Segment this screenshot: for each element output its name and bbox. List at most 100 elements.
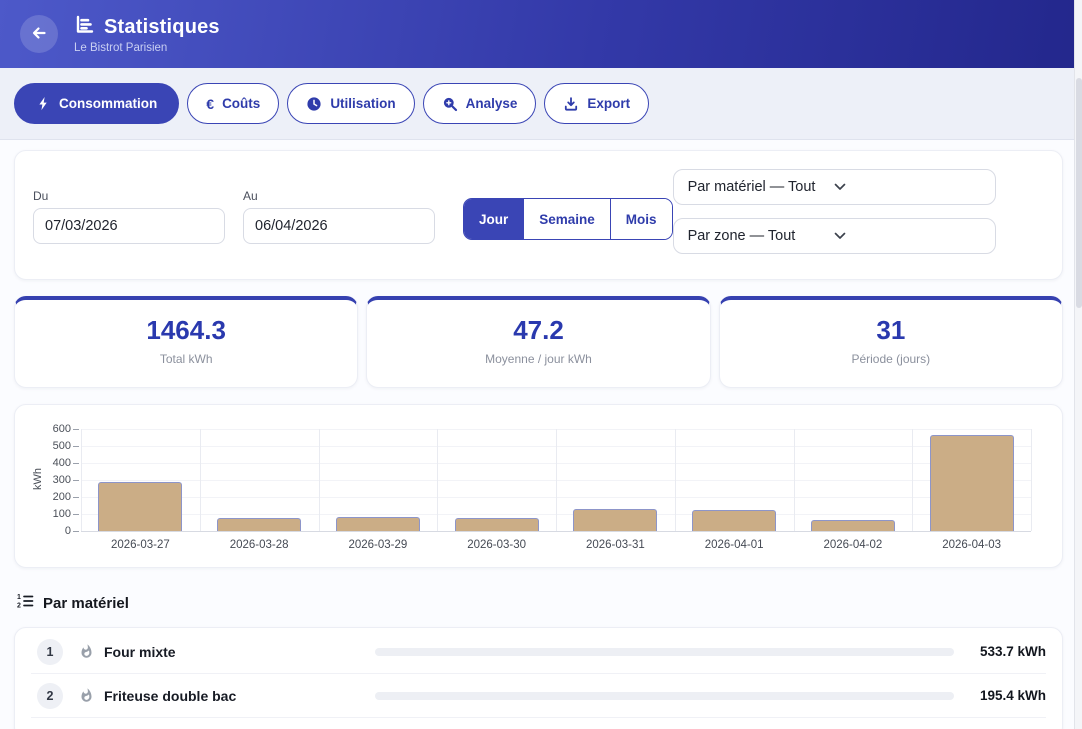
- equipment-kwh-value: 533.7 kWh: [979, 644, 1046, 659]
- page-title: Statistiques: [104, 15, 220, 38]
- arrow-left-icon: [30, 24, 48, 45]
- gridline-h: [81, 531, 1031, 532]
- y-tick-label: 300: [52, 474, 71, 486]
- date-to-label: Au: [243, 189, 258, 203]
- x-tick-label: 2026-03-31: [585, 539, 645, 551]
- tab-utilisation[interactable]: Utilisation: [287, 83, 415, 124]
- equipment-info: 2 Friteuse double bac: [31, 682, 375, 709]
- stat-label: Moyenne / jour kWh: [485, 352, 592, 366]
- granularity-toggle: Jour Semaine Mois: [463, 198, 673, 240]
- y-tick-mark: [73, 497, 79, 498]
- equipment-info: 1 Four mixte: [31, 638, 375, 665]
- x-tick-label: 2026-03-28: [229, 539, 289, 551]
- tab-analyse[interactable]: Analyse: [422, 83, 537, 124]
- gridline-v: [437, 429, 439, 531]
- progress-track: [375, 691, 954, 700]
- y-tick-mark: [73, 446, 79, 447]
- bar[interactable]: [217, 518, 302, 531]
- x-tick-label: 2026-03-29: [348, 539, 408, 551]
- tab-label: Export: [587, 96, 631, 111]
- zone-filter-value: Par zone — Tout: [687, 228, 796, 244]
- x-tick-label: 2026-04-03: [942, 539, 1002, 551]
- flame-icon: [79, 644, 94, 659]
- tab-consommation[interactable]: Consommation: [14, 83, 180, 124]
- y-tick-label: 0: [64, 525, 71, 537]
- list-item[interactable]: 1 Four mixte 533.7 kWh: [31, 630, 1046, 674]
- clock-icon: [306, 96, 322, 112]
- bar[interactable]: [98, 481, 183, 531]
- gridline-v: [318, 429, 320, 531]
- x-tick-label: 2026-04-02: [823, 539, 883, 551]
- stat-label: Période (jours): [851, 352, 931, 366]
- stat-label: Total kWh: [159, 352, 213, 366]
- equipment-kwh-value: 195.4 kWh: [979, 688, 1046, 703]
- gridline-v: [674, 429, 676, 531]
- date-from-label: Du: [33, 189, 49, 203]
- material-filter-select[interactable]: Par matériel — Tout: [672, 169, 996, 205]
- gridline-v: [556, 429, 557, 531]
- rank-badge: 2: [37, 682, 63, 709]
- bar[interactable]: [692, 509, 777, 531]
- stat-value: 47.2: [513, 315, 564, 345]
- x-tick-label: 2026-04-01: [704, 539, 764, 551]
- back-button[interactable]: [20, 15, 58, 53]
- granularity-mois[interactable]: Mois: [609, 199, 672, 239]
- granularity-jour[interactable]: Jour: [464, 199, 524, 239]
- y-tick-label: 400: [52, 457, 71, 469]
- x-tick-label: 2026-03-30: [467, 539, 527, 551]
- consumption-chart: 0 100 200 300 400 500 600 2026-03-27 2026-03-28 2…: [14, 404, 1063, 568]
- tab-coûts[interactable]: € Coûts: [187, 83, 280, 124]
- tab-label: Consommation: [59, 96, 158, 111]
- material-filter-value: Par matériel — Tout: [687, 179, 816, 195]
- bar[interactable]: [929, 434, 1014, 531]
- bar-chart-icon: [74, 14, 95, 40]
- y-tick-mark: [73, 531, 79, 532]
- bar[interactable]: [335, 517, 420, 531]
- bar[interactable]: [810, 519, 895, 531]
- zone-filter-select[interactable]: Par zone — Tout: [672, 218, 996, 254]
- y-tick-label: 600: [52, 423, 71, 435]
- gridline-v: [793, 429, 795, 531]
- chevron-down-icon: [834, 228, 981, 244]
- tab-label: Coûts: [222, 96, 261, 111]
- stat-card: 1464.3 Total kWh: [14, 296, 359, 388]
- x-tick-label: 2026-03-27: [110, 539, 170, 551]
- y-tick-label: 100: [52, 508, 71, 520]
- restaurant-name: Le Bistrot Parisien: [74, 42, 168, 54]
- y-tick-mark: [73, 463, 79, 464]
- scrollbar[interactable]: [1074, 0, 1082, 729]
- stat-card: 47.2 Moyenne / jour kWh: [366, 296, 711, 388]
- date-to-input[interactable]: [243, 208, 435, 244]
- svg-text:2: 2: [17, 602, 21, 609]
- y-tick-mark: [73, 480, 79, 481]
- svg-text:1: 1: [17, 594, 21, 601]
- y-tick-mark: [73, 429, 79, 430]
- stats-row: 1464.3 Total kWh 47.2 Moyenne / jour kWh 31 P…: [14, 296, 1063, 388]
- bar[interactable]: [454, 518, 539, 531]
- list-item[interactable]: 2 Friteuse double bac 195.4 kWh: [31, 674, 1046, 718]
- scrollbar-thumb[interactable]: [1076, 78, 1082, 308]
- equipment-name: Four mixte: [104, 643, 176, 660]
- tab-export[interactable]: Export: [544, 83, 650, 124]
- rank-badge: 1: [37, 638, 63, 665]
- tab-label: Utilisation: [330, 96, 396, 111]
- stat-value: 31: [876, 315, 906, 345]
- y-tick-label: 500: [52, 440, 71, 452]
- chevron-down-icon: [834, 179, 981, 195]
- gridline-v: [199, 429, 201, 531]
- bar[interactable]: [573, 508, 658, 531]
- app-header: Statistiques Le Bistrot Parisien: [0, 0, 1082, 68]
- y-axis-label: kWh: [32, 468, 44, 490]
- y-tick-label: 200: [52, 491, 71, 503]
- tab-bar: Consommation € Coûts Utilisation Analyse Expo…: [0, 68, 1082, 140]
- date-from-field: Du: [33, 189, 225, 244]
- gridline-v: [81, 429, 82, 531]
- equipment-list: 1 Four mixte 533.7 kWh 2 Friteuse double bac…: [14, 627, 1063, 729]
- granularity-semaine[interactable]: Semaine: [523, 199, 610, 239]
- equipment-name: Friteuse double bac: [104, 687, 237, 704]
- date-from-input[interactable]: [33, 208, 225, 244]
